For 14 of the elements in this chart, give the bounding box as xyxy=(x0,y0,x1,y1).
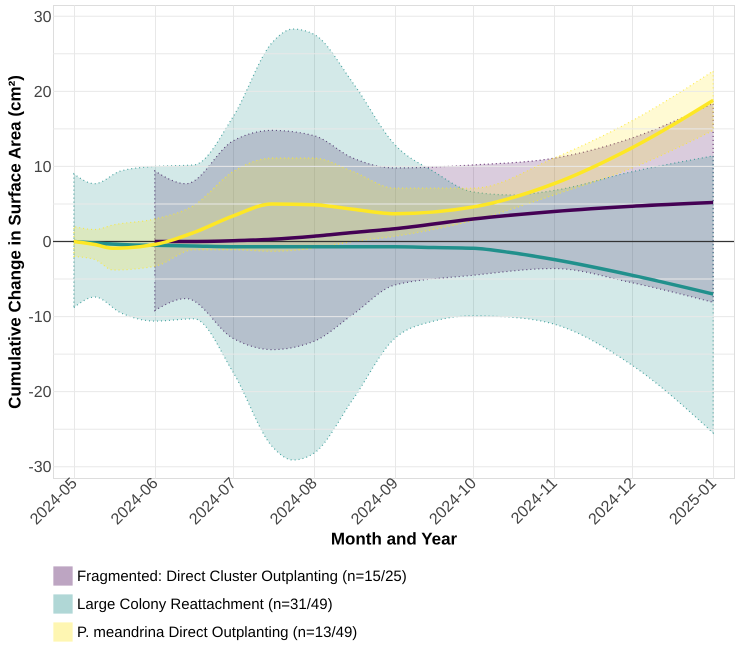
legend-label: Fragmented: Direct Cluster Outplanting (n=15/25) xyxy=(77,568,407,585)
legend-label: Large Colony Reattachment (n=31/49) xyxy=(77,596,333,613)
y-tick-label: 0 xyxy=(42,234,52,251)
y-tick-label: 20 xyxy=(34,84,52,101)
line-series xyxy=(72,98,715,250)
x-axis-title: Month and Year xyxy=(330,530,458,549)
legend-label: P. meandrina Direct Outplanting (n=13/49) xyxy=(77,624,358,641)
line-series xyxy=(153,200,715,244)
y-tick-label: 30 xyxy=(34,8,52,26)
y-axis-title: Cumulative Change in Surface Area (cm²) xyxy=(5,75,24,409)
y-tick-label: -30 xyxy=(28,459,52,476)
y-tick-label: -20 xyxy=(28,384,52,402)
y-tick-label: 10 xyxy=(34,158,52,176)
y-tick-label: -10 xyxy=(28,309,52,326)
